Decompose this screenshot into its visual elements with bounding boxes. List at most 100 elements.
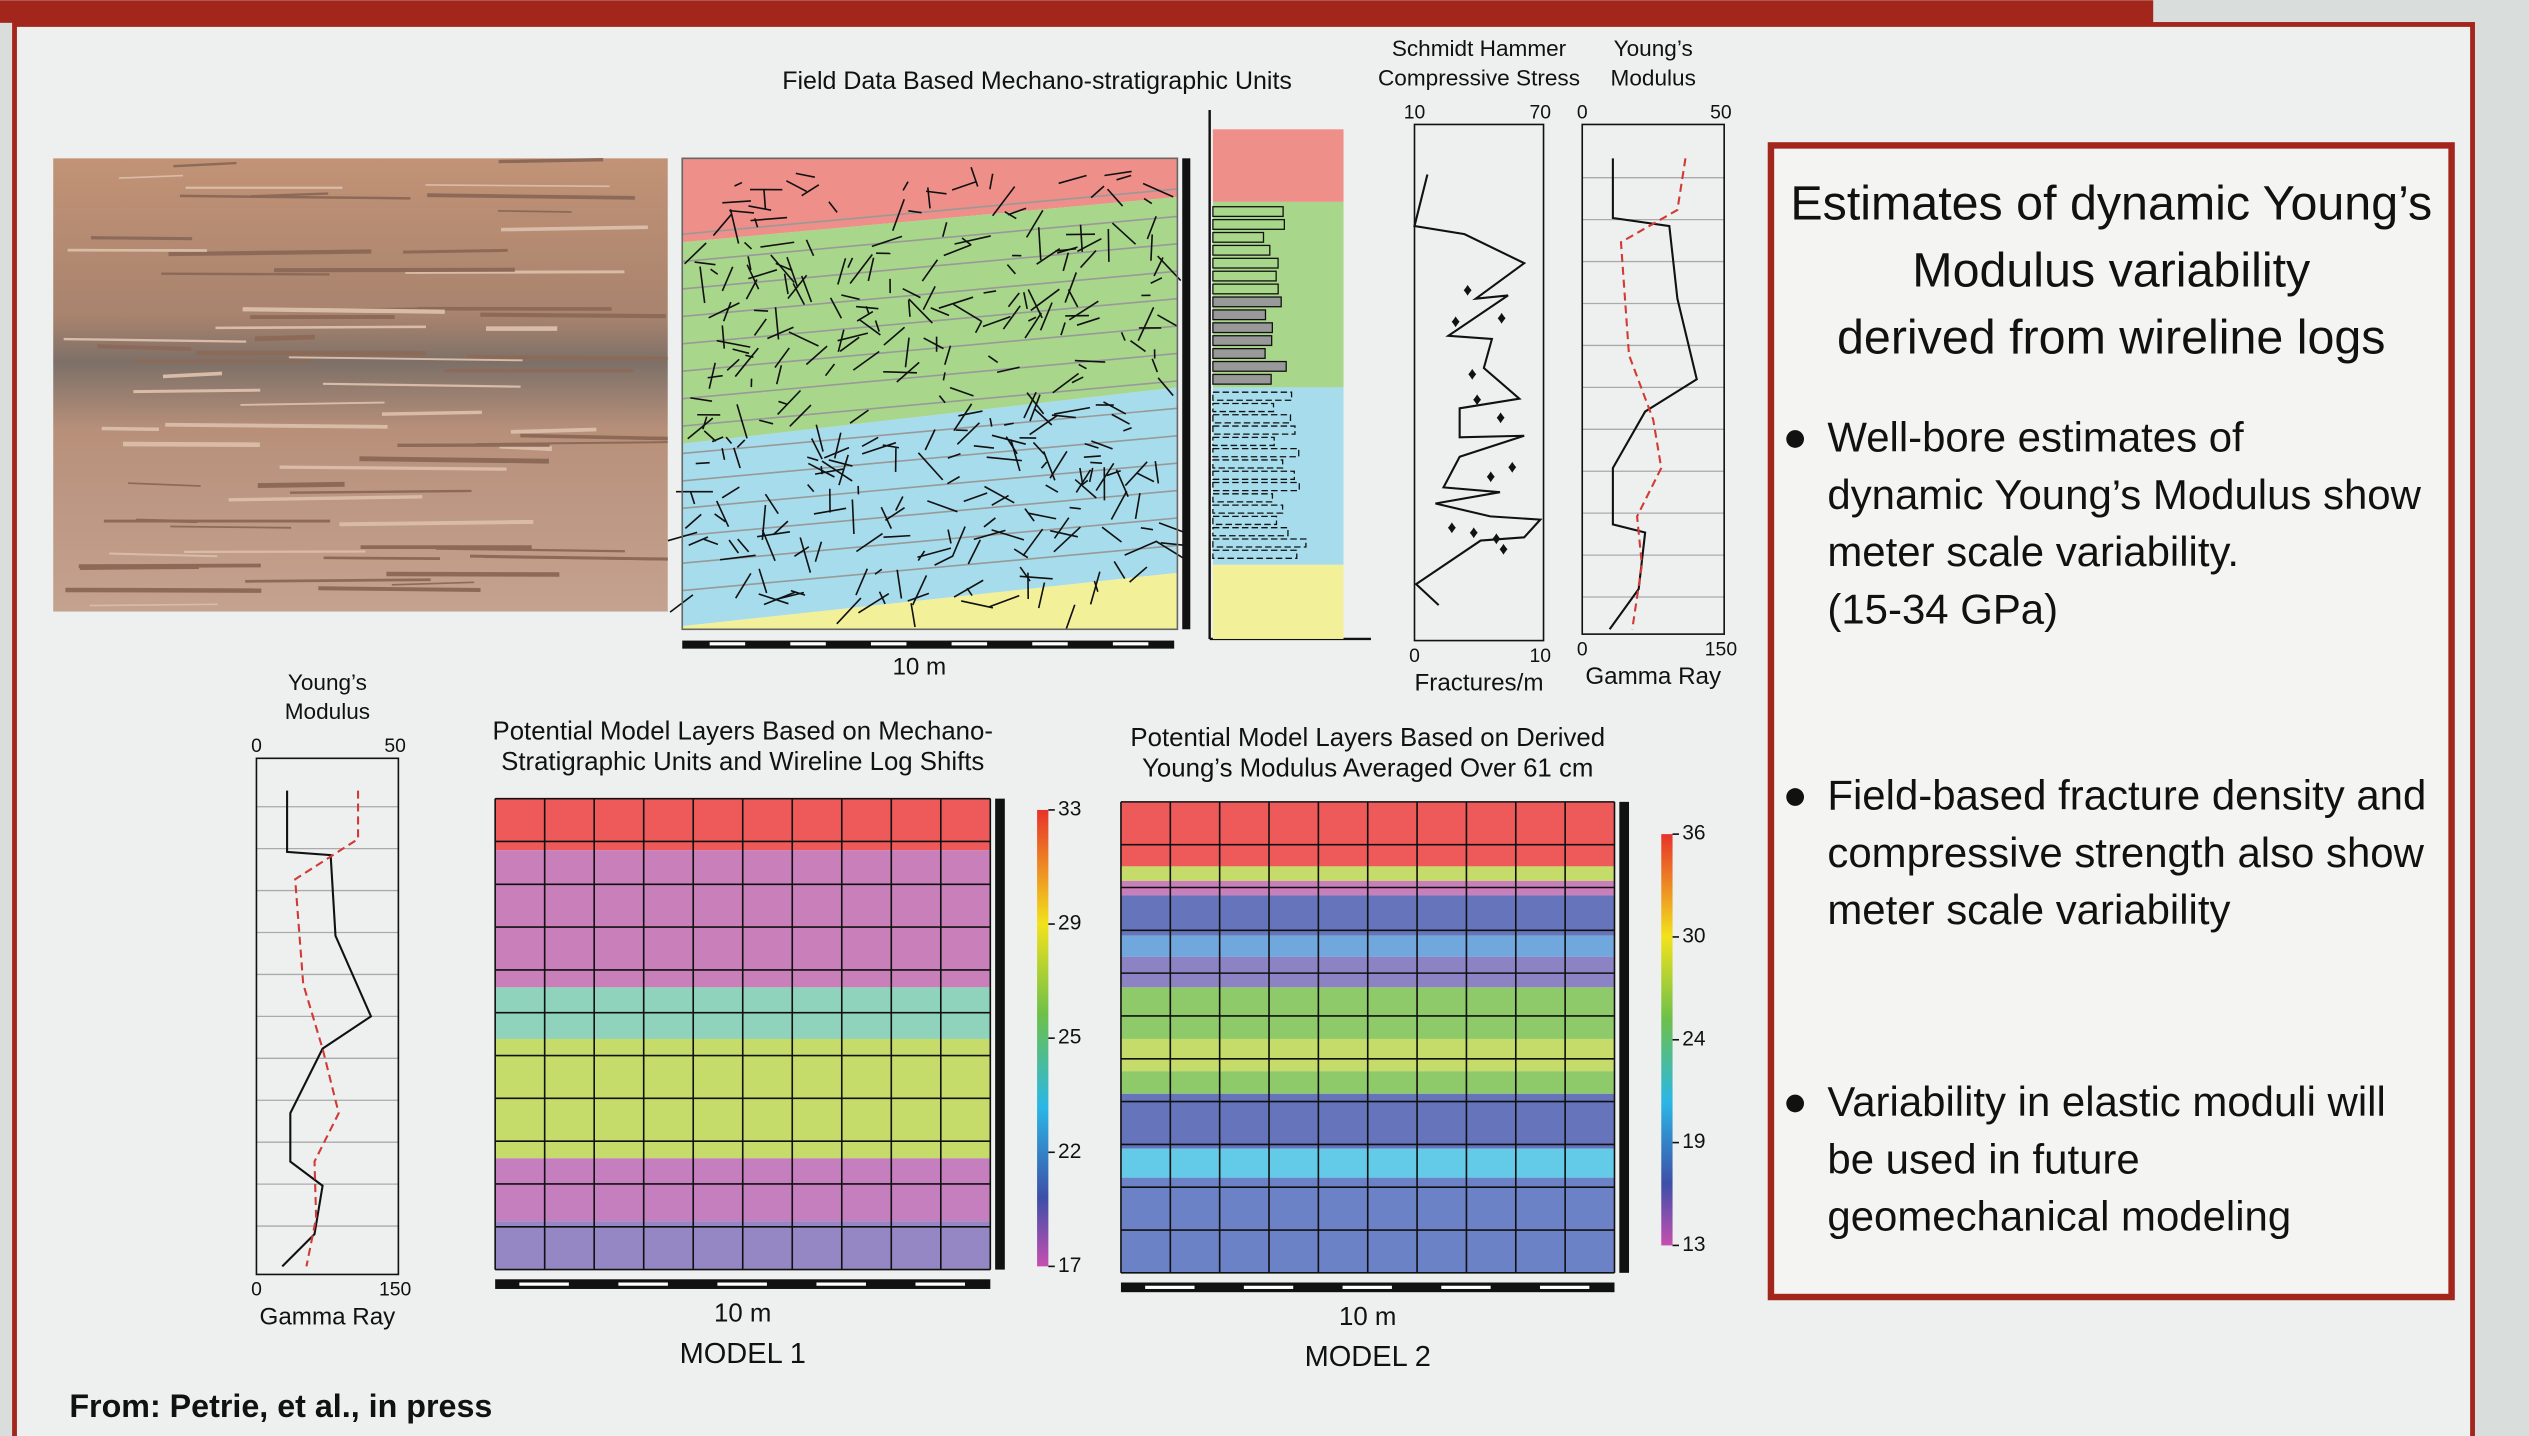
rock-streak — [480, 315, 665, 317]
figure-title: Field Data Based Mechano-stratigraphic U… — [782, 67, 1292, 95]
rock-streak — [123, 444, 260, 445]
column-bed — [1213, 550, 1297, 558]
scale-label: 10 m — [1339, 1303, 1396, 1331]
rock-streak — [243, 309, 445, 311]
colorbar-tick-label: 33 — [1058, 797, 1081, 820]
stress-marker: ♦ — [1508, 457, 1517, 477]
page: Young's Modulus Variability html,body{ma… — [0, 0, 2529, 1436]
scale-tick — [1032, 642, 1067, 645]
column-bed — [1213, 415, 1291, 423]
bullet-dot — [1786, 788, 1804, 806]
column-bed — [1213, 483, 1299, 491]
rock-streak — [339, 522, 533, 524]
scale-tick — [816, 1283, 866, 1286]
bullet-text: Variability in elastic moduli will — [1827, 1078, 2385, 1125]
page-body: { "figure": {"title": "Field Data Based … — [0, 0, 2529, 1436]
scale-tick — [1244, 1286, 1293, 1289]
log-title: Modulus — [1611, 65, 1696, 90]
rock-streak — [255, 337, 315, 339]
colorbar-tick-label: 17 — [1058, 1254, 1081, 1277]
bullet-text: meter scale variability — [1827, 886, 2230, 933]
fracture — [1090, 462, 1102, 463]
bullet-text: compressive strength also show — [1827, 829, 2424, 876]
top-tick-label: 10 — [1404, 101, 1426, 123]
colorbar-tick-label: 19 — [1682, 1130, 1705, 1153]
column-bed — [1213, 323, 1272, 333]
column-bed — [1213, 271, 1276, 281]
bottom-tick-label: 150 — [379, 1279, 411, 1301]
model-label: MODEL 2 — [1305, 1341, 1431, 1373]
header-banner — [0, 0, 2153, 23]
top-tick-label: 0 — [1577, 101, 1588, 123]
fracture — [883, 372, 917, 373]
column-bed — [1213, 516, 1277, 524]
rock-streak — [382, 412, 482, 414]
rock-streak — [161, 274, 329, 275]
column-bed — [1213, 528, 1288, 536]
model-title: Potential Model Layers Based on Derived — [1130, 724, 1605, 752]
model-title: Young’s Modulus Averaged Over 61 cm — [1142, 754, 1593, 782]
bullet-text: be used in future — [1827, 1135, 2139, 1182]
rock-streak — [79, 566, 261, 567]
log-axis-label: Gamma Ray — [260, 1303, 397, 1330]
rock-streak — [245, 580, 430, 582]
column-bed — [1213, 349, 1265, 359]
bullet-text: meter scale variability. — [1827, 528, 2239, 575]
colorbar-tick-label: 30 — [1682, 924, 1705, 947]
column-bed — [1213, 539, 1306, 547]
log-title: Schmidt Hammer — [1392, 36, 1567, 61]
fracture — [754, 310, 768, 311]
column-bed — [1213, 297, 1281, 307]
top-tick-label: 50 — [384, 735, 406, 757]
stress-marker: ♦ — [1497, 307, 1506, 327]
log-axis-label: Fractures/m — [1414, 670, 1543, 697]
rock-streak — [318, 588, 480, 590]
scale-tick — [1145, 1286, 1194, 1289]
log-title: Compressive Stress — [1378, 65, 1580, 90]
rock-streak — [290, 491, 471, 493]
rock-streak — [359, 459, 548, 461]
top-tick-label: 70 — [1530, 101, 1552, 123]
column-bed — [1213, 233, 1264, 243]
scale-tick — [871, 642, 906, 645]
column-unit — [1213, 565, 1344, 639]
rock-streak — [511, 430, 597, 432]
rock-streak — [498, 211, 572, 212]
scale-tick — [952, 642, 987, 645]
column-bed — [1213, 494, 1273, 502]
scale-tick — [790, 642, 825, 645]
colorbar-tick-label: 36 — [1682, 822, 1705, 845]
stress-marker: ♦ — [1468, 364, 1477, 384]
bullet-dot — [1786, 430, 1804, 448]
bullet-dot — [1786, 1095, 1804, 1113]
poster: Field Data Based Mechano-stratigraphic U… — [0, 0, 2529, 1436]
top-tick-label: 50 — [1710, 101, 1732, 123]
model-label: MODEL 1 — [680, 1338, 806, 1370]
rock-streak — [168, 252, 371, 255]
colorbar-tick-label: 25 — [1058, 1026, 1081, 1049]
top-tick-label: 0 — [251, 735, 262, 757]
bottom-tick-label: 0 — [1577, 638, 1588, 660]
column-bed — [1213, 336, 1272, 346]
rock-streak — [216, 327, 426, 328]
depth-bar — [1182, 158, 1190, 629]
scale-tick — [1113, 642, 1148, 645]
scale-tick — [1540, 1286, 1589, 1289]
stress-marker: ♦ — [1486, 466, 1495, 486]
bullet-text: dynamic Young’s Modulus show — [1827, 471, 2421, 518]
scale-tick — [1441, 1286, 1490, 1289]
column-bed — [1213, 460, 1283, 468]
log-axis-label: Gamma Ray — [1585, 663, 1722, 690]
bottom-tick-label: 0 — [1409, 645, 1420, 667]
depth-bar — [995, 799, 1005, 1270]
source-citation: From: Petrie, et al., in press — [69, 1388, 492, 1424]
scale-tick — [1343, 1286, 1392, 1289]
rock-streak — [501, 227, 648, 229]
summary-title: Estimates of dynamic Young’s — [1790, 176, 2432, 230]
colorbar-tick-label: 22 — [1058, 1140, 1081, 1163]
model-title: Stratigraphic Units and Wireline Log Shi… — [501, 748, 984, 776]
stress-marker: ♦ — [1447, 517, 1456, 537]
scale-label: 10 m — [714, 1300, 771, 1328]
column-bed — [1213, 374, 1271, 384]
colorbar-tick-label: 29 — [1058, 912, 1081, 935]
